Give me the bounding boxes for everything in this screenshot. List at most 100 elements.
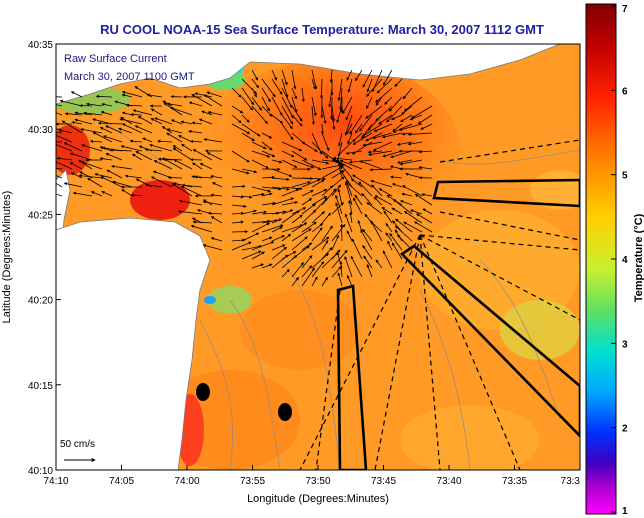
current-vector xyxy=(271,177,290,181)
current-vector xyxy=(132,109,153,116)
current-vector xyxy=(281,87,293,109)
current-vector xyxy=(367,150,383,154)
current-vector xyxy=(365,105,383,119)
y-axis: 40:35 40:30 40:25 40:20 40:15 40:10 xyxy=(28,40,61,477)
current-vector xyxy=(72,191,93,197)
current-vector xyxy=(347,132,353,145)
current-vector xyxy=(251,96,262,111)
current-vector xyxy=(301,267,315,287)
current-vector xyxy=(321,188,337,206)
transect-line xyxy=(439,211,580,241)
current-vector xyxy=(414,221,433,233)
current-vector xyxy=(69,162,83,170)
current-vector xyxy=(301,141,318,152)
current-vector xyxy=(311,236,330,251)
current-vector xyxy=(339,159,363,170)
x-tick-label: 74:00 xyxy=(174,476,199,487)
current-vector xyxy=(402,87,413,100)
current-vector xyxy=(251,192,265,197)
current-vector xyxy=(336,105,343,124)
current-vector xyxy=(89,139,103,143)
current-vector xyxy=(340,164,353,179)
current-vector xyxy=(86,102,103,107)
current-vector xyxy=(336,158,343,179)
current-vector xyxy=(231,184,246,188)
depth-contours xyxy=(99,119,580,470)
current-vector xyxy=(78,174,103,179)
current-vector xyxy=(241,209,257,215)
current-vector xyxy=(261,219,279,224)
current-vector xyxy=(366,264,373,278)
current-vector xyxy=(261,150,276,157)
current-vector xyxy=(202,200,223,206)
current-vector xyxy=(346,230,353,242)
current-vector xyxy=(375,259,383,269)
current-vector xyxy=(251,222,271,233)
current-vector xyxy=(261,236,273,242)
current-vector xyxy=(369,168,393,172)
current-vector xyxy=(367,114,383,131)
current-vector xyxy=(291,236,308,251)
current-vector xyxy=(378,114,393,125)
current-vector xyxy=(291,96,298,113)
current-vector xyxy=(70,91,83,98)
current-vector xyxy=(56,131,63,134)
current-vector xyxy=(352,132,373,145)
colorbar-label: Temperature (°C) xyxy=(633,213,644,302)
current-vector xyxy=(360,229,373,251)
current-vector xyxy=(241,168,258,174)
current-vector xyxy=(385,232,393,242)
current-vector xyxy=(281,105,294,125)
current-vector xyxy=(261,201,277,206)
current-vector xyxy=(362,245,373,260)
current-vector xyxy=(391,242,403,260)
current-vector xyxy=(417,114,433,125)
current-vector xyxy=(56,167,63,170)
current-vector xyxy=(59,99,83,107)
cool-patch xyxy=(500,300,580,360)
current-vector xyxy=(362,141,383,147)
current-vector xyxy=(329,69,333,83)
current-vector xyxy=(271,197,295,206)
current-vector xyxy=(381,206,393,215)
current-vector xyxy=(124,174,143,179)
current-vector xyxy=(251,186,272,193)
current-vector xyxy=(121,90,143,98)
current-vector xyxy=(56,161,73,170)
current-vector xyxy=(281,255,298,269)
current-vector xyxy=(271,114,284,124)
current-vector xyxy=(311,96,317,117)
current-vector xyxy=(401,105,413,115)
current-vector xyxy=(137,115,153,125)
current-vector xyxy=(351,238,363,260)
current-vector xyxy=(163,158,183,170)
current-vector xyxy=(170,119,183,125)
surface-current-arrows xyxy=(56,69,433,287)
current-vector xyxy=(375,87,393,103)
current-vector xyxy=(206,152,223,161)
current-vector xyxy=(401,192,413,197)
current-vector xyxy=(352,132,363,142)
x-tick-label: 73:40 xyxy=(436,476,461,487)
current-vector xyxy=(422,208,433,215)
current-vector xyxy=(321,251,339,269)
red-patch xyxy=(130,180,190,220)
current-vector xyxy=(409,114,423,121)
y-tick-label: 40:15 xyxy=(28,381,53,392)
current-vector xyxy=(125,103,143,107)
current-vector xyxy=(391,114,403,121)
current-vector xyxy=(344,256,353,278)
land-masses xyxy=(56,44,561,470)
current-vector xyxy=(261,192,273,197)
x-tick-label: 73:35 xyxy=(502,476,527,487)
current-vector xyxy=(241,250,262,260)
current-vector xyxy=(142,137,153,143)
current-vector xyxy=(350,255,363,278)
current-vector xyxy=(374,195,393,206)
transect-line xyxy=(419,234,580,321)
current-vector xyxy=(231,238,246,242)
current-vector xyxy=(135,178,153,188)
current-vector xyxy=(251,251,266,260)
current-vector xyxy=(311,141,329,159)
current-vector xyxy=(281,188,300,197)
